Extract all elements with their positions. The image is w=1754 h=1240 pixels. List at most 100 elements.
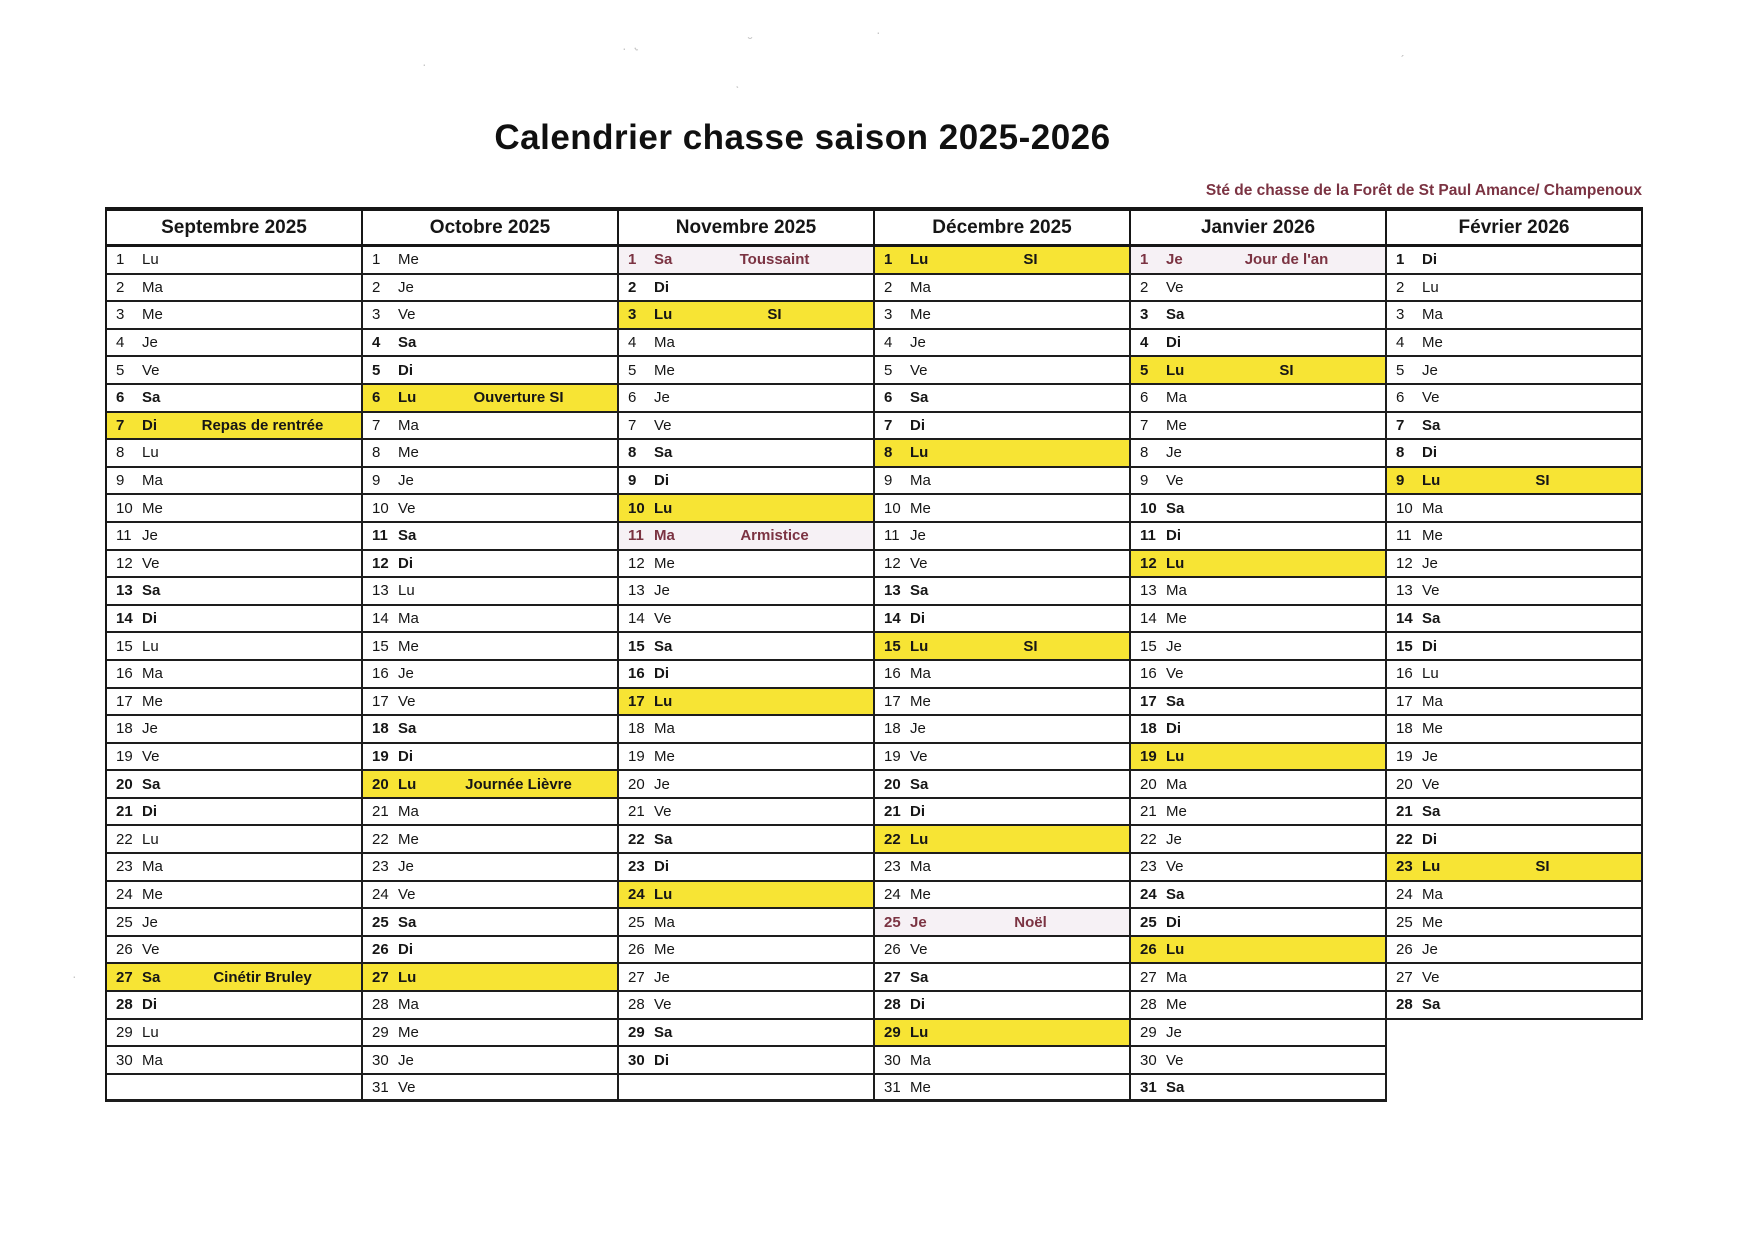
day-number: 21: [372, 803, 389, 821]
day-cell: 21 Di: [107, 798, 363, 827]
day-number: 7: [116, 416, 125, 434]
day-cell: 26 Ve: [875, 936, 1131, 965]
day-cell: 9 Ma: [875, 467, 1131, 496]
day-number: 6: [116, 389, 125, 407]
weekday: Me: [654, 554, 675, 572]
weekday: Lu: [398, 389, 417, 407]
weekday: Ma: [1166, 968, 1187, 986]
weekday: Ve: [142, 554, 160, 572]
weekday: Sa: [654, 830, 673, 848]
weekday: Ma: [398, 996, 419, 1014]
day-number: 13: [372, 582, 389, 600]
day-cell: 2 Ve: [1131, 274, 1387, 303]
day-cell: 1 Me: [363, 247, 619, 275]
day-cell: 17 Me: [875, 688, 1131, 717]
weekday: Je: [142, 527, 158, 545]
weekday: Ve: [398, 885, 416, 903]
weekday: Je: [1166, 637, 1182, 655]
day-cell: 14 Sa: [1387, 605, 1643, 634]
month-header: Janvier 2026: [1131, 211, 1387, 247]
day-number: 22: [1396, 830, 1413, 848]
day-cell: 14 Di: [107, 605, 363, 634]
day-cell: 17 Me: [107, 688, 363, 717]
weekday: Lu: [1166, 554, 1185, 572]
day-number: 30: [1140, 1051, 1157, 1069]
day-cell: 20 Je: [619, 771, 875, 799]
day-cell: 6 Lu Ouverture SI: [363, 384, 619, 413]
day-cell: 3 Sa: [1131, 302, 1387, 330]
day-number: 27: [372, 968, 389, 986]
day-number: 25: [884, 913, 901, 931]
weekday: Ve: [398, 692, 416, 710]
day-number: 11: [628, 527, 644, 545]
weekday: Ma: [1166, 389, 1187, 407]
weekday: Sa: [1166, 885, 1185, 903]
weekday: Lu: [1422, 665, 1439, 683]
day-number: 4: [628, 334, 637, 352]
day-number: 23: [372, 858, 389, 876]
weekday: Lu: [142, 251, 159, 269]
day-number: 11: [1396, 527, 1412, 545]
day-number: 30: [372, 1051, 389, 1069]
day-number: 29: [628, 1023, 645, 1041]
day-note: Noël: [1014, 913, 1047, 931]
day-cell: 2 Lu: [1387, 274, 1643, 303]
day-cell: 10 Me: [875, 495, 1131, 523]
weekday: Je: [1166, 1023, 1182, 1041]
day-number: 27: [1140, 968, 1157, 986]
day-cell: 30 Ma: [107, 1047, 363, 1075]
day-cell: 6 Sa: [107, 384, 363, 413]
day-number: 10: [628, 499, 645, 517]
weekday: Lu: [1166, 361, 1185, 379]
day-number: 10: [1140, 499, 1157, 517]
weekday: Ve: [398, 306, 416, 324]
day-cell: 24 Ma: [1387, 881, 1643, 910]
day-cell: 28 Ma: [363, 992, 619, 1020]
day-number: 26: [116, 941, 133, 959]
weekday: Je: [1422, 554, 1438, 572]
weekday: Ma: [142, 278, 163, 296]
day-number: 18: [116, 720, 133, 738]
weekday: Ve: [398, 499, 416, 517]
day-number: 27: [116, 968, 133, 986]
weekday: Je: [398, 665, 414, 683]
weekday: Lu: [398, 968, 417, 986]
day-number: 19: [884, 747, 901, 765]
day-cell: 15 Je: [1131, 633, 1387, 661]
weekday: Me: [398, 251, 419, 269]
weekday: Ma: [398, 416, 419, 434]
day-number: 27: [1396, 968, 1413, 986]
day-number: 20: [1140, 775, 1157, 793]
weekday: Je: [910, 334, 926, 352]
weekday: Je: [398, 472, 414, 490]
day-cell: 7 Me: [1131, 412, 1387, 441]
day-number: 23: [628, 858, 645, 876]
day-note: SI: [1279, 361, 1294, 379]
day-cell: 16 Ma: [107, 660, 363, 689]
day-cell: 26 Lu: [1131, 936, 1387, 965]
day-number: 21: [884, 803, 901, 821]
day-cell: 7 Sa: [1387, 412, 1643, 441]
day-number: 30: [116, 1051, 133, 1069]
day-number: 5: [372, 361, 381, 379]
weekday: Me: [910, 692, 931, 710]
weekday: Sa: [398, 913, 417, 931]
day-cell: 6 Ma: [1131, 384, 1387, 413]
day-cell: 20 Sa: [107, 771, 363, 799]
day-cell: 9 Di: [619, 467, 875, 496]
scan-artifact: ·: [422, 56, 427, 72]
day-number: 13: [1140, 582, 1157, 600]
day-note: Jour de l'an: [1244, 251, 1329, 269]
day-number: 14: [1140, 610, 1157, 628]
weekday: Me: [654, 941, 675, 959]
day-number: 15: [1140, 637, 1157, 655]
weekday: Me: [1166, 610, 1187, 628]
day-cell: 25 Je: [107, 909, 363, 937]
weekday: Sa: [1166, 1078, 1185, 1096]
day-number: 31: [884, 1078, 901, 1096]
weekday: Ma: [910, 665, 931, 683]
day-cell: 5 Me: [619, 357, 875, 385]
day-cell: 24 Me: [107, 881, 363, 910]
day-cell: 10 Me: [107, 495, 363, 523]
day-number: 16: [884, 665, 901, 683]
